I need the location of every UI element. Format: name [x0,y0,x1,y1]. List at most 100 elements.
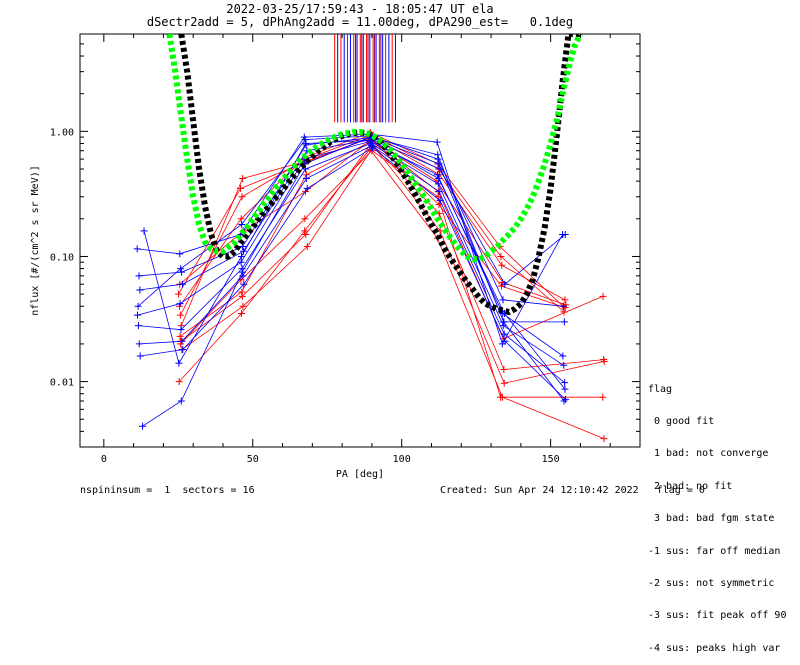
series-10-line [137,133,563,345]
series-19-point [367,136,375,144]
series-7-point [175,378,183,386]
series-3-point [175,290,183,298]
flag-legend-line-4: -1 sus: far off median [648,545,781,557]
series-2-line [180,136,566,326]
series-2-point [239,174,247,182]
series-10-point [176,250,184,258]
series-19-line [143,139,566,390]
footer-sectors-info: nspininsum = 1 sectors = 16 [80,485,255,496]
series-8-point [599,393,607,401]
footer-created-info: Created: Sun Apr 24 12:10:42 2022 flag =… [440,485,705,496]
series-1-point [176,311,184,319]
series-9-point [561,304,569,312]
series-11-line [137,135,564,307]
series-15-line [138,143,564,366]
fit-curve-green [166,34,584,263]
flag-legend-line-2: 2 bad: no fit [648,480,733,492]
series-13-point [136,286,144,294]
series-6-point [303,243,311,251]
x-tick-label: 150 [542,454,560,465]
series-13-point [240,247,248,255]
series-12-point [560,318,568,326]
flag-legend-line-5: -2 sus: not symmetric [648,577,775,589]
series-18-line [142,136,565,427]
series-16-point [435,188,443,196]
x-tick-label: 100 [393,454,411,465]
series-16-point [302,174,310,182]
series-17-point [240,280,248,288]
series-3-line [178,137,566,306]
series-14-point [433,171,441,179]
series-14-point [176,300,184,308]
series-15-point [177,326,185,334]
series-12-point [135,272,143,280]
series-4-point [176,332,184,340]
series-16-point [135,340,143,348]
series-19-point [175,359,183,367]
flag-legend: flag 0 good fit 1 bad: not converge 2 ba… [648,363,786,665]
series-18-point [434,151,442,159]
series-19-point [140,227,148,235]
series-7-point [600,435,608,443]
series-11-point [238,221,246,229]
series-5-point [500,365,508,373]
series-5-point [302,230,310,238]
y-tick-label: 0.01 [50,378,74,389]
series-11-point [301,136,309,144]
series-7-line [178,148,605,439]
series-17-line [140,147,566,400]
series-16-point [178,337,186,345]
series-13-point [561,230,569,238]
series-0-point [237,215,245,223]
series-4-point [599,292,607,300]
series-13-line [139,139,566,291]
x-tick-label: 50 [247,454,259,465]
series-19-point [561,385,569,393]
x-tick-label: 0 [101,454,107,465]
y-tick-label: 1.00 [50,127,74,138]
series-2-point [498,261,506,269]
series-10-point [433,138,441,146]
series-11-point [499,296,507,304]
series-11-point [559,302,567,310]
series-10-point [133,245,141,253]
y-axis-label: nflux [#/(cm^2 s sr MeV)] [30,165,41,316]
series-8-point [301,215,309,223]
pitch-angle-plot: 0 50 100 150 0.01 0.10 1.00 PA [deg] nflux [#/(c… [30,33,641,480]
series-6-point [500,379,508,387]
series-0-line [179,132,564,307]
flag-legend-line-0: 0 good fit [648,415,715,427]
series-1-point [497,252,505,260]
series-11-point [177,265,185,273]
series-16-point [561,379,569,387]
series-2-point [561,296,569,304]
series-13-point [178,280,186,288]
series-1-point [238,193,246,201]
flag-legend-title: flag [648,383,673,395]
series-14-point [559,352,567,360]
series-17-point [436,197,444,205]
series-18-point [177,397,185,405]
series-15-point [134,322,142,330]
series-8-point [497,393,505,401]
series-19-point [435,174,443,182]
series-17-point [136,352,144,360]
series-4-point [238,288,246,296]
flag-legend-line-6: -3 sus: fit peak off 90 [648,610,787,622]
series-19-point [302,139,310,147]
flag-legend-line-3: 3 bad: bad fgm state [648,513,775,525]
series-19-point [237,252,245,260]
chart-title: 2022-03-25/17:59:43 - 18:05:47 UT ela [226,2,494,16]
series-17-point [369,144,377,152]
series-17-point [303,184,311,192]
flag-legend-line-1: 1 bad: not converge [648,448,769,460]
series-18-point [500,318,508,326]
series-18-point [238,268,246,276]
plot-area [133,34,608,443]
flag-legend-line-7: -4 sus: peaks high var [648,642,781,654]
series-18-point [560,397,568,405]
series-17-point [501,337,509,345]
series-14-point [133,311,141,319]
x-axis-label: PA [deg] [336,469,384,480]
y-tick-label: 0.10 [50,252,74,263]
